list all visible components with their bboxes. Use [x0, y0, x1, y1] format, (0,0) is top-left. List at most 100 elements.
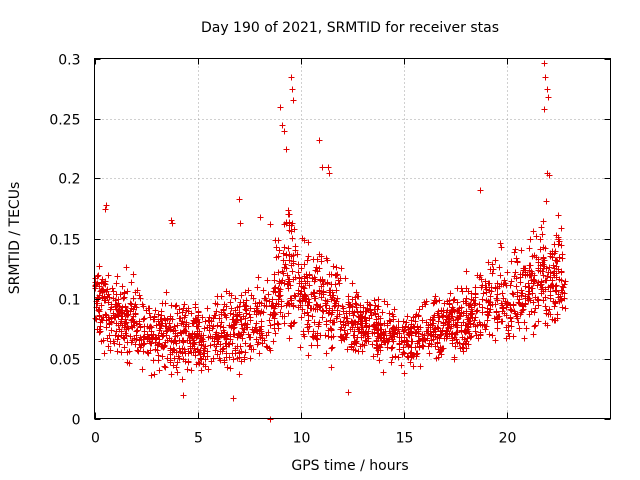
data-point: [298, 288, 305, 295]
data-point: [216, 315, 223, 322]
data-point: [414, 340, 421, 347]
data-point: [545, 94, 552, 101]
data-point: [492, 257, 499, 264]
data-point: [402, 323, 409, 330]
data-point: [440, 312, 447, 319]
data-point: [305, 239, 312, 246]
data-point: [544, 273, 551, 280]
data-point: [344, 346, 351, 353]
data-point: [553, 288, 560, 295]
data-point: [237, 220, 244, 227]
data-point: [314, 342, 321, 349]
data-point: [386, 310, 393, 317]
data-point: [437, 348, 444, 355]
data-point: [522, 271, 529, 278]
data-point: [202, 318, 209, 325]
data-point: [319, 164, 326, 171]
data-point: [337, 275, 344, 282]
data-point: [348, 318, 355, 325]
data-point: [179, 309, 186, 316]
data-point: [472, 294, 479, 301]
data-point: [460, 341, 467, 348]
data-point: [118, 349, 125, 356]
data-point: [112, 297, 119, 304]
data-point: [223, 336, 230, 343]
data-point: [121, 294, 128, 301]
data-point: [337, 318, 344, 325]
data-point: [407, 359, 414, 366]
data-point: [236, 371, 243, 378]
data-point: [291, 226, 298, 233]
data-point: [319, 277, 326, 284]
data-point: [408, 344, 415, 351]
data-point: [319, 307, 326, 314]
data-point: [404, 313, 411, 320]
data-point: [92, 315, 99, 322]
data-point: [398, 338, 405, 345]
data-point: [410, 353, 417, 360]
data-point: [279, 313, 286, 320]
data-point: [227, 310, 234, 317]
data-point: [547, 284, 554, 291]
data-point: [419, 342, 426, 349]
data-point: [384, 301, 391, 308]
data-point: [168, 302, 175, 309]
data-point: [107, 347, 114, 354]
data-point: [484, 317, 491, 324]
data-point: [526, 311, 533, 318]
data-point: [395, 354, 402, 361]
data-point: [469, 310, 476, 317]
data-point: [535, 279, 542, 286]
data-point: [423, 319, 430, 326]
data-point: [413, 329, 420, 336]
data-point: [188, 310, 195, 317]
data-point: [308, 305, 315, 312]
data-point: [416, 306, 423, 313]
data-point: [181, 301, 188, 308]
data-point: [161, 342, 168, 349]
data-point: [246, 311, 253, 318]
data-point: [179, 350, 186, 357]
data-point: [365, 328, 372, 335]
data-point: [481, 322, 488, 329]
data-point: [280, 257, 287, 264]
data-point: [289, 86, 296, 93]
data-point: [517, 279, 524, 286]
data-point: [374, 306, 381, 313]
data-point: [438, 351, 445, 358]
data-point: [261, 295, 268, 302]
data-point: [281, 128, 288, 135]
data-point: [242, 289, 249, 296]
data-point: [106, 321, 113, 328]
data-point: [229, 340, 236, 347]
data-point: [200, 338, 207, 345]
data-point: [326, 170, 333, 177]
data-point: [507, 315, 514, 322]
data-point: [267, 416, 274, 423]
data-point: [250, 346, 257, 353]
data-point: [292, 243, 299, 250]
data-point: [169, 349, 176, 356]
data-point: [102, 206, 109, 213]
data-point: [463, 285, 470, 292]
data-point: [314, 306, 321, 313]
data-point: [378, 326, 385, 333]
data-point: [279, 268, 286, 275]
data-point: [112, 332, 119, 339]
data-point: [271, 325, 278, 332]
data-point: [304, 309, 311, 316]
data-point: [454, 299, 461, 306]
data-point: [438, 331, 445, 338]
data-point: [187, 333, 194, 340]
data-point: [217, 341, 224, 348]
x-tick-label: 15: [396, 431, 414, 447]
data-point: [456, 310, 463, 317]
data-point: [159, 333, 166, 340]
data-point: [333, 315, 340, 322]
data-point: [130, 271, 137, 278]
data-point: [544, 86, 551, 93]
data-point: [355, 318, 362, 325]
data-point: [174, 359, 181, 366]
data-point: [168, 217, 175, 224]
data-point: [218, 319, 225, 326]
